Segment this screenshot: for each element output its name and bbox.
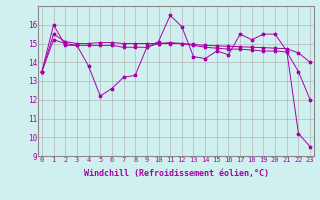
X-axis label: Windchill (Refroidissement éolien,°C): Windchill (Refroidissement éolien,°C) — [84, 169, 268, 178]
